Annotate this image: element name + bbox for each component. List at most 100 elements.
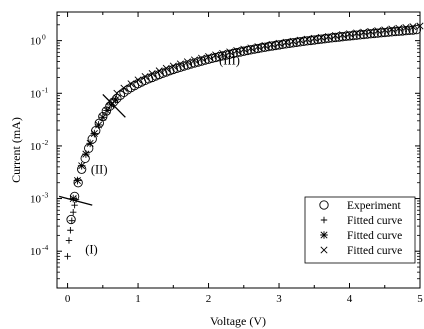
data-point-circle	[172, 63, 182, 73]
data-point-cross	[162, 64, 170, 72]
x-tick-label: 5	[417, 293, 423, 305]
region-labels: (I) (II) (III)	[85, 54, 240, 257]
data-point-circle	[115, 90, 126, 100]
data-point-cross	[113, 89, 121, 97]
region-label: (III)	[219, 54, 240, 68]
transition-mark-II-III	[102, 93, 126, 118]
data-point-circle	[411, 24, 422, 35]
data-point-circle	[217, 51, 228, 61]
data-point-circle	[397, 26, 408, 36]
data-point-cross	[310, 34, 318, 42]
data-layer	[64, 22, 424, 260]
data-point-asterisk	[111, 96, 120, 104]
y-axis-title: Current (mA)	[9, 117, 23, 183]
y-tick-label: 10	[30, 194, 42, 206]
data-point-plus	[70, 209, 77, 216]
data-point-cross	[374, 27, 382, 35]
data-point-circle	[214, 52, 224, 62]
plot-frame	[56, 11, 421, 289]
y-tick-exponent: -1	[42, 85, 48, 94]
legend-marker-circle	[319, 200, 329, 210]
data-point-cross	[409, 23, 417, 31]
data-point-circle	[235, 47, 245, 57]
legend: Experiment Fitted curve Fitted curve Fit…	[304, 196, 416, 264]
data-point-cross	[331, 32, 339, 40]
data-point-circle	[207, 53, 217, 64]
data-point-asterisk	[94, 121, 103, 129]
data-point-cross	[183, 58, 191, 66]
data-point-circle	[200, 55, 210, 65]
data-point-cross	[402, 23, 410, 31]
data-point-cross	[212, 51, 220, 59]
x-tick-label: 4	[347, 293, 353, 305]
data-point-circle	[369, 28, 379, 39]
data-point-asterisk	[90, 129, 99, 138]
data-point-asterisk	[73, 176, 82, 185]
data-point-cross	[275, 39, 283, 47]
transition-mark-I-II	[58, 195, 93, 206]
region-label: (I)	[85, 243, 98, 257]
data-point-circle	[376, 28, 386, 38]
data-point-cross	[155, 67, 163, 75]
data-point-circle	[232, 48, 242, 58]
data-point-circle	[348, 30, 358, 41]
legend-label-experiment: Experiment	[347, 200, 401, 212]
data-point-circle	[404, 25, 415, 35]
x-axis-title: Voltage (V)	[210, 314, 266, 328]
data-point-plus	[68, 217, 76, 224]
data-point-circle	[73, 178, 83, 188]
series-cross	[106, 22, 424, 105]
data-point-cross	[282, 38, 290, 46]
data-point-cross	[268, 40, 276, 48]
legend-label-fitted-plus: Fitted curve	[347, 215, 402, 227]
data-point-cross	[296, 36, 304, 44]
data-point-circle	[210, 52, 221, 63]
data-point-circle	[355, 30, 365, 40]
data-point-cross	[367, 27, 375, 35]
y-tick-exponent: -2	[42, 138, 48, 147]
data-point-circle	[394, 26, 404, 36]
data-point-cross	[176, 60, 184, 68]
series-plus	[64, 196, 80, 260]
data-point-circle	[175, 62, 185, 72]
legend-marker-cross	[320, 246, 328, 254]
y-tick-exponent: 0	[42, 33, 46, 42]
data-point-cross	[388, 25, 396, 33]
data-point-cross	[289, 37, 297, 45]
series-circle	[66, 24, 422, 225]
data-point-circle	[179, 61, 189, 71]
y-tick-label: 10	[30, 88, 42, 100]
data-point-cross	[254, 43, 262, 51]
data-point-circle	[383, 27, 393, 37]
data-point-circle	[193, 57, 203, 67]
legend-label-fitted-cross: Fitted curve	[347, 245, 402, 257]
x-tick-label: 0	[65, 293, 71, 305]
data-point-cross	[190, 56, 198, 64]
data-point-circle	[196, 56, 207, 66]
data-point-circle	[390, 26, 400, 37]
data-point-cross	[219, 49, 227, 57]
y-tick-label: 10	[30, 141, 42, 153]
data-point-cross	[353, 29, 361, 37]
data-point-circle	[228, 48, 238, 59]
data-point-cross	[226, 48, 234, 56]
data-point-circle	[341, 31, 351, 41]
data-point-plus	[67, 227, 74, 234]
data-point-circle	[221, 50, 231, 60]
data-point-circle	[186, 59, 196, 69]
data-point-cross	[148, 70, 156, 78]
data-point-circle	[334, 32, 344, 42]
x-tick-label: 1	[135, 293, 141, 305]
data-point-circle	[225, 49, 235, 59]
data-point-asterisk	[107, 101, 116, 109]
data-point-circle	[320, 34, 330, 44]
data-point-plus	[71, 201, 78, 209]
data-point-cross	[169, 62, 177, 70]
legend-box	[304, 196, 416, 264]
data-point-cross	[324, 32, 332, 40]
legend-marker-asterisk	[320, 231, 328, 239]
data-point-cross	[205, 52, 213, 61]
data-point-asterisk	[69, 194, 78, 203]
